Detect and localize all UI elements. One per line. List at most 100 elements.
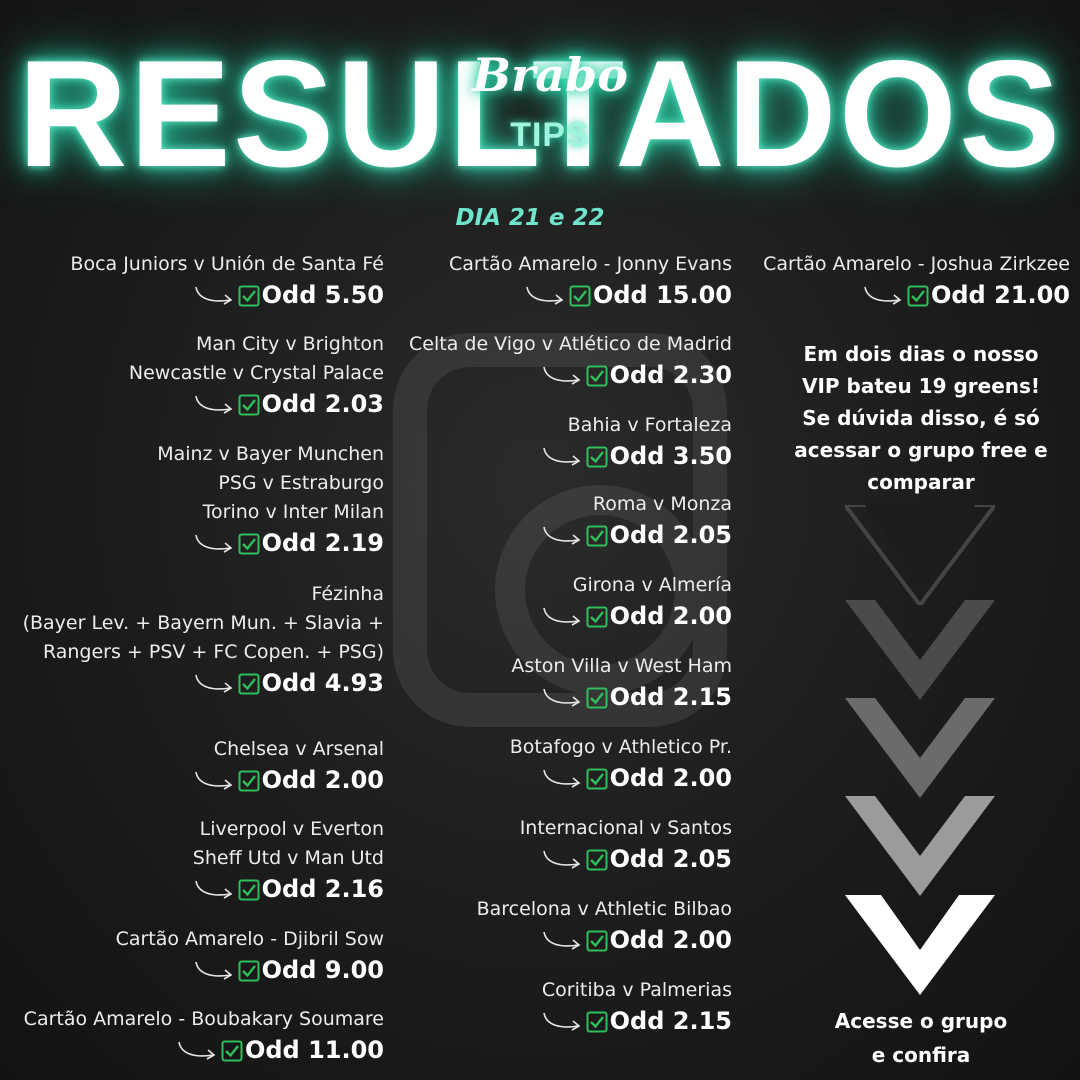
odd-row: Odd 9.00: [116, 956, 384, 985]
curved-arrow-icon: [194, 770, 236, 792]
odd-value: Odd 15.00: [592, 281, 732, 309]
odd-row: Odd 15.00: [449, 281, 732, 310]
match-label: Boca Juniors v Unión de Santa Fé: [70, 253, 384, 275]
odd-value: Odd 2.03: [261, 390, 384, 418]
tip-entry: Cartão Amarelo - Djibril Sow Odd 9.00: [116, 925, 384, 985]
odd-row: Odd 2.19: [157, 529, 384, 558]
tip-entry: Chelsea v Arsenal Odd 2.00: [194, 735, 384, 795]
chevron-down-icon: [845, 600, 995, 700]
match-label: Fézinha: [311, 583, 384, 605]
match-label: Bahia v Fortaleza: [567, 414, 732, 436]
tip-entry: Boca Juniors v Unión de Santa Fé Odd 5.50: [70, 250, 384, 310]
curved-arrow-icon: [525, 285, 567, 307]
match-label: Internacional v Santos: [519, 817, 732, 839]
green-check-icon: [238, 960, 260, 982]
tip-entry: Botafogo v Athletico Pr. Odd 2.00: [510, 733, 732, 793]
match-label: Aston Villa v West Ham: [511, 655, 732, 677]
odd-value: Odd 3.50: [609, 442, 732, 470]
green-check-icon: [586, 849, 608, 871]
odd-row: Odd 2.00: [510, 764, 732, 793]
green-check-icon: [586, 606, 608, 628]
green-check-icon: [586, 365, 608, 387]
green-check-icon: [586, 687, 608, 709]
call-to-action: Acesse o grupo e confira: [790, 1004, 1052, 1072]
odd-row: Odd 4.93: [23, 669, 384, 698]
odd-row: Odd 2.15: [511, 683, 732, 712]
odd-row: Odd 2.16: [193, 875, 384, 904]
tip-entry: Internacional v Santos Odd 2.05: [520, 814, 732, 874]
curved-arrow-icon: [542, 525, 584, 547]
odd-row: Odd 21.00: [763, 281, 1070, 310]
curved-arrow-icon: [177, 1040, 219, 1062]
chevron-down-icon: [845, 895, 995, 995]
green-check-icon: [586, 930, 608, 952]
tip-entry: Coritiba v Palmerias Odd 2.15: [542, 976, 732, 1036]
match-label: (Bayer Lev. + Bayern Mun. + Slavia +: [22, 612, 384, 634]
chevron-down-icon: [845, 796, 995, 896]
odd-row: Odd 5.50: [70, 281, 384, 310]
watermark-logo: [393, 333, 727, 727]
green-check-icon: [586, 446, 608, 468]
match-label: Barcelona v Athletic Bilbao: [476, 898, 732, 920]
match-label: PSG v Estraburgo: [218, 472, 384, 494]
curved-arrow-icon: [194, 394, 236, 416]
odd-value: Odd 2.00: [261, 766, 384, 794]
tip-entry: Celta de Vigo v Atlético de Madrid Odd 2.…: [409, 330, 732, 390]
odd-value: Odd 5.50: [261, 281, 384, 309]
chevron-down-icon: [845, 505, 995, 605]
match-label: Botafogo v Athletico Pr.: [509, 736, 732, 758]
green-check-icon: [238, 770, 260, 792]
odd-row: Odd 2.15: [542, 1007, 732, 1036]
curved-arrow-icon: [194, 879, 236, 901]
match-label: Mainz v Bayer Munchen: [157, 443, 384, 465]
odd-value: Odd 2.15: [609, 1007, 732, 1035]
odd-value: Odd 2.16: [261, 875, 384, 903]
match-label: Sheff Utd v Man Utd: [192, 847, 384, 869]
green-check-icon: [586, 1011, 608, 1033]
match-label: Coritiba v Palmerias: [541, 979, 732, 1001]
promo-text-line: Em dois dias o nosso: [803, 342, 1039, 366]
odd-row: Odd 11.00: [24, 1036, 384, 1065]
curved-arrow-icon: [542, 1011, 584, 1033]
tip-entry: Cartão Amarelo - Joshua Zirkzee Odd 21.00: [763, 250, 1070, 310]
cta-line: e confira: [871, 1043, 971, 1067]
promo-message: Em dois dias o nosso VIP bateu 19 greens!…: [780, 338, 1062, 498]
tip-entry: Mainz v Bayer Munchen PSG v Estraburgo Tor…: [157, 440, 384, 558]
brand-logo-script: Brabo: [472, 48, 628, 102]
tip-entry: Liverpool v Everton Sheff Utd v Man Utd Od…: [193, 815, 384, 904]
odd-row: Odd 3.50: [542, 442, 732, 471]
curved-arrow-icon: [194, 673, 236, 695]
green-check-icon: [569, 285, 591, 307]
odd-row: Odd 2.00: [477, 926, 732, 955]
promo-text-line: acessar o grupo free e: [794, 438, 1048, 462]
green-check-icon: [221, 1040, 243, 1062]
match-label: Newcastle v Crystal Palace: [128, 362, 384, 384]
tip-entry: Man City v Brighton Newcastle v Crystal P…: [129, 330, 384, 419]
curved-arrow-icon: [194, 533, 236, 555]
green-check-icon: [586, 525, 608, 547]
brand-logo-tips: TIPS: [510, 116, 590, 154]
green-check-icon: [238, 285, 260, 307]
match-label: Liverpool v Everton: [199, 818, 384, 840]
odd-row: Odd 2.05: [520, 845, 732, 874]
match-label: Cartão Amarelo - Djibril Sow: [115, 928, 384, 950]
odd-row: Odd 2.05: [542, 521, 732, 550]
odd-value: Odd 11.00: [244, 1036, 384, 1064]
curved-arrow-icon: [542, 930, 584, 952]
curved-arrow-icon: [194, 285, 236, 307]
chevron-down-icon: [845, 698, 995, 798]
odd-row: Odd 2.30: [409, 361, 732, 390]
odd-value: Odd 2.00: [609, 926, 732, 954]
odd-row: Odd 2.00: [194, 766, 384, 795]
tip-entry: Barcelona v Athletic Bilbao Odd 2.00: [477, 895, 732, 955]
green-check-icon: [907, 285, 929, 307]
tip-entry: Cartão Amarelo - Boubakary Soumare Odd 11…: [24, 1005, 384, 1065]
promo-text-line: comparar: [867, 470, 975, 494]
match-label: Roma v Monza: [592, 493, 732, 515]
curved-arrow-icon: [542, 849, 584, 871]
odd-value: Odd 4.93: [261, 669, 384, 697]
odd-value: Odd 9.00: [261, 956, 384, 984]
green-check-icon: [238, 879, 260, 901]
odd-row: Odd 2.03: [129, 390, 384, 419]
match-label: Cartão Amarelo - Joshua Zirkzee: [763, 253, 1070, 275]
